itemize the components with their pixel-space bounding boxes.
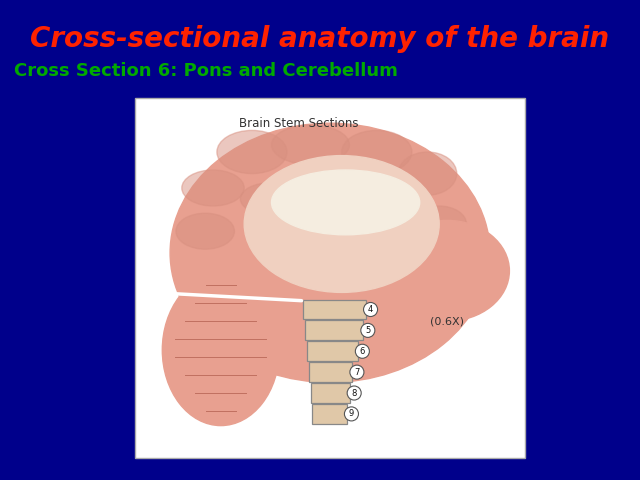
Ellipse shape — [244, 156, 439, 292]
Ellipse shape — [240, 182, 303, 215]
Ellipse shape — [170, 123, 490, 383]
Ellipse shape — [271, 125, 349, 165]
Text: (0.6X): (0.6X) — [430, 316, 464, 326]
Text: 8: 8 — [351, 388, 357, 397]
Circle shape — [350, 365, 364, 379]
Text: Cross Section 6: Pons and Cerebellum: Cross Section 6: Pons and Cerebellum — [14, 62, 398, 80]
Ellipse shape — [271, 170, 420, 235]
Ellipse shape — [398, 152, 457, 195]
Ellipse shape — [314, 172, 385, 204]
Ellipse shape — [182, 170, 244, 206]
Circle shape — [344, 407, 358, 421]
Bar — [309, 362, 352, 382]
Bar — [312, 404, 347, 424]
Bar — [303, 300, 366, 319]
Ellipse shape — [412, 206, 467, 242]
Text: 5: 5 — [365, 326, 371, 335]
Bar — [310, 383, 349, 403]
Text: 9: 9 — [349, 409, 354, 419]
Ellipse shape — [176, 213, 234, 249]
Ellipse shape — [217, 131, 287, 174]
Ellipse shape — [342, 131, 412, 174]
Bar — [305, 321, 363, 340]
Circle shape — [361, 324, 375, 337]
Ellipse shape — [385, 220, 509, 321]
Text: 6: 6 — [360, 347, 365, 356]
Bar — [307, 341, 358, 361]
Ellipse shape — [163, 275, 279, 426]
Text: Cross-sectional anatomy of the brain: Cross-sectional anatomy of the brain — [31, 25, 609, 53]
Circle shape — [364, 302, 378, 316]
Text: 7: 7 — [354, 368, 360, 377]
Text: Brain Stem Sections: Brain Stem Sections — [239, 117, 358, 130]
Text: 4: 4 — [368, 305, 373, 314]
Circle shape — [355, 344, 369, 358]
Circle shape — [347, 386, 361, 400]
FancyBboxPatch shape — [135, 98, 525, 458]
